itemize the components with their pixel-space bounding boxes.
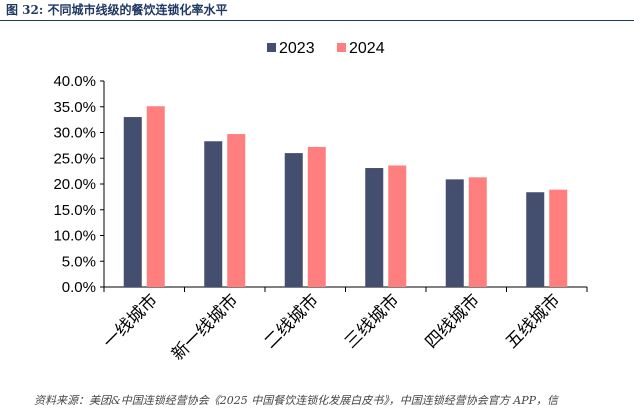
y-tick-label: 15.0% (53, 202, 96, 219)
y-tick-label: 25.0% (53, 150, 96, 167)
bar (468, 177, 487, 287)
x-tick-label: 五线城市 (502, 290, 564, 352)
y-tick-label: 30.0% (53, 125, 96, 142)
legend-label: 2023 (279, 40, 315, 57)
chart-title: 图 32: 不同城市线级的餐饮连锁化率水平 (6, 3, 228, 17)
x-tick-label: 一线城市 (100, 290, 162, 352)
bar (227, 134, 246, 287)
bar (549, 189, 568, 287)
bar (526, 192, 545, 287)
x-tick-label: 四线城市 (422, 290, 484, 352)
y-tick-label: 35.0% (53, 99, 96, 116)
source-note: 资料来源：美团&中国连锁经营协会《2025 中国餐饮连锁化发展白皮书》，中国连锁… (34, 394, 559, 407)
x-tick-label: 新一线城市 (168, 290, 242, 364)
y-tick-label: 10.0% (53, 228, 96, 245)
bar (123, 117, 142, 287)
bar (445, 179, 464, 287)
legend-swatch (337, 43, 346, 52)
bar (307, 146, 326, 287)
legend-label: 2024 (349, 40, 385, 57)
y-tick-label: 20.0% (53, 176, 96, 193)
y-tick-label: 0.0% (62, 279, 96, 296)
bar (365, 168, 384, 287)
bar (204, 141, 223, 287)
x-tick-label: 三线城市 (341, 290, 403, 352)
x-tick-label: 二线城市 (261, 290, 323, 352)
legend-swatch (267, 43, 276, 52)
y-tick-label: 40.0% (53, 73, 96, 90)
bar (146, 106, 165, 287)
bar (284, 153, 303, 287)
title-divider (0, 20, 634, 21)
y-tick-label: 5.0% (62, 253, 96, 270)
bar (388, 165, 407, 287)
